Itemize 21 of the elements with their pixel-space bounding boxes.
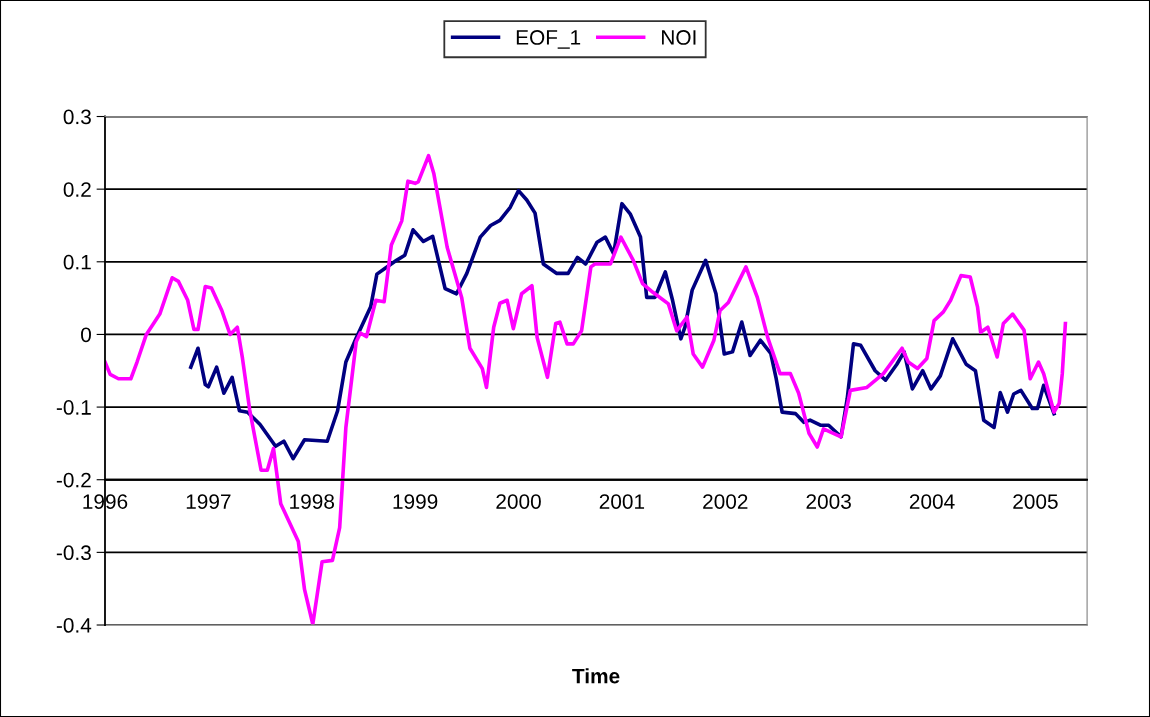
y-tick-label: 0 [81,327,91,343]
x-tick-label: 2002 [703,494,748,509]
y-tick-label: -0.3 [56,545,91,561]
x-tick-label: 1999 [393,494,438,509]
x-tick-label: 2003 [806,494,851,509]
y-tick-label: 0.3 [63,109,91,125]
y-tick-label: 0.2 [63,182,91,197]
x-axis-title: Time [572,668,620,684]
legend-label: NOI [662,30,696,45]
line-series [188,188,1056,461]
x-tick-label: 2005 [1013,494,1058,509]
y-tick-label: 0.1 [63,254,91,270]
x-tick-label: 1997 [186,494,231,509]
y-tick-label: -0.1 [56,400,91,415]
y-tick-label: -0.2 [56,472,91,488]
x-tick-label: 2001 [599,494,645,509]
x-tick-label: 2000 [496,494,541,509]
legend-label: EOF_1 [516,30,581,49]
x-tick-label: 1998 [290,494,335,509]
x-tick-label: 2004 [909,494,955,509]
y-tick-label: -0.4 [56,618,92,633]
